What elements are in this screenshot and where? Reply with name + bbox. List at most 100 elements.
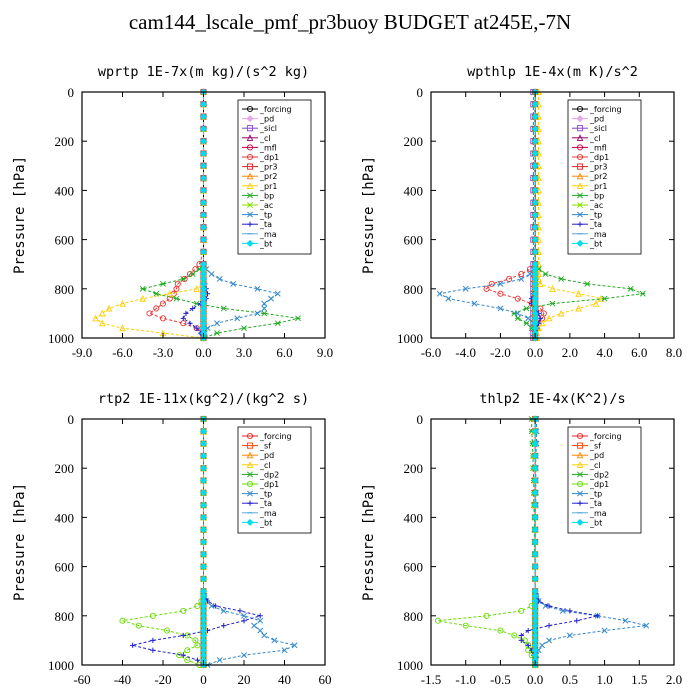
legend-marker	[576, 451, 584, 459]
legend-label: _dp1	[589, 480, 609, 489]
data-point	[514, 295, 521, 302]
x-tick-label: -20	[154, 672, 171, 687]
legend-marker	[246, 432, 254, 440]
y-tick-label: 1000	[397, 658, 423, 673]
data-point	[518, 276, 525, 282]
x-tick-label: -1.5	[421, 672, 442, 687]
x-tick-label: 4.0	[596, 345, 612, 360]
legend-marker	[576, 115, 584, 123]
x-tick-label: 60	[319, 672, 332, 687]
x-tick-label: 0	[200, 672, 207, 687]
data-point	[546, 623, 552, 629]
legend-entry: _sf	[242, 442, 271, 451]
series-dp1	[119, 415, 207, 669]
series-line	[438, 92, 536, 338]
data-point	[184, 647, 191, 654]
data-point	[531, 464, 539, 472]
x-tick-label: 0.0	[527, 345, 543, 360]
data-point	[190, 305, 196, 312]
data-point	[180, 632, 186, 639]
legend-label: _dp2	[259, 470, 279, 479]
legend-marker	[576, 125, 584, 132]
legend-entry: _ac	[242, 201, 273, 210]
data-point	[531, 199, 539, 207]
data-point	[230, 280, 237, 287]
legend-entry: _ta	[572, 220, 602, 229]
x-tick-label: -6.0	[421, 345, 442, 360]
data-point	[187, 320, 193, 326]
data-point	[497, 305, 504, 312]
legend-marker	[246, 172, 254, 180]
legend-label: _forcing	[259, 432, 292, 441]
legend-marker	[246, 153, 254, 161]
legend-entry: _pr1	[242, 182, 277, 191]
x-tick-label: 9.0	[317, 345, 333, 360]
data-point	[199, 501, 208, 509]
data-point	[194, 657, 201, 663]
data-point	[271, 637, 278, 644]
data-point	[526, 271, 533, 277]
legend-marker	[577, 221, 583, 227]
data-point	[234, 315, 241, 322]
data-point	[436, 290, 443, 297]
legend-label: _bt	[259, 239, 272, 248]
data-point	[261, 305, 268, 312]
y-axis-label: Pressure [hPa]	[12, 156, 28, 274]
legend-label: _sicl	[259, 124, 277, 133]
legend-marker	[577, 211, 583, 218]
data-point	[639, 290, 646, 297]
x-tick-label: -1.0	[455, 672, 476, 687]
data-point	[159, 300, 167, 307]
data-point	[139, 295, 147, 302]
legend-marker	[577, 192, 583, 199]
legend-entry: _dp1	[572, 153, 609, 162]
data-point	[531, 550, 539, 558]
panel-title: wprtp 1E-7x(m kg)/(s^2 kg)	[98, 64, 309, 80]
legend-entry: _ta	[242, 499, 272, 508]
legend: _forcing_pd_sicl_cl_mfl_dp1_pr3_pr2_pr1_…	[237, 99, 312, 255]
x-tick-label: -2.0	[490, 345, 511, 360]
legend-entry: _forcing	[242, 432, 292, 441]
data-point	[531, 513, 539, 521]
data-point	[214, 330, 220, 336]
data-point	[525, 315, 532, 322]
legend-box	[567, 426, 642, 534]
data-point	[531, 476, 539, 485]
x-tick-label: -6.0	[112, 345, 133, 360]
legend-marker	[576, 182, 584, 189]
x-tick-label: 1.0	[596, 672, 612, 687]
data-point	[549, 285, 556, 292]
legend-marker	[576, 144, 584, 151]
y-tick-label: 0	[417, 412, 424, 427]
data-point	[257, 627, 264, 634]
x-tick-label: -0.5	[490, 672, 511, 687]
data-point	[208, 271, 215, 277]
data-point	[153, 305, 160, 312]
legend-label: _forcing	[589, 432, 622, 441]
data-point	[462, 285, 469, 292]
data-point	[199, 236, 208, 244]
data-point	[531, 236, 539, 244]
legend-label: _ma	[589, 230, 607, 239]
series-bt	[531, 88, 539, 342]
data-point	[274, 320, 281, 327]
legend-entry: _tp	[572, 211, 602, 220]
series-tp	[436, 89, 539, 341]
data-point	[257, 613, 263, 619]
data-point	[146, 310, 153, 317]
series-dp1	[434, 415, 539, 669]
data-point	[119, 299, 126, 307]
legend-marker	[246, 144, 254, 151]
legend-label: _pr1	[589, 182, 607, 191]
data-point	[149, 612, 156, 619]
legend-entry: _ta	[242, 220, 272, 229]
y-tick-label: 200	[404, 134, 424, 149]
data-point	[525, 642, 531, 648]
legend-marker	[576, 134, 584, 141]
legend-entry: _dp1	[242, 153, 279, 162]
data-point	[531, 174, 539, 182]
plot-frame	[430, 91, 675, 339]
data-point	[184, 657, 191, 664]
legend-label: _ta	[589, 220, 602, 229]
legend-entry: _sf	[572, 442, 601, 451]
